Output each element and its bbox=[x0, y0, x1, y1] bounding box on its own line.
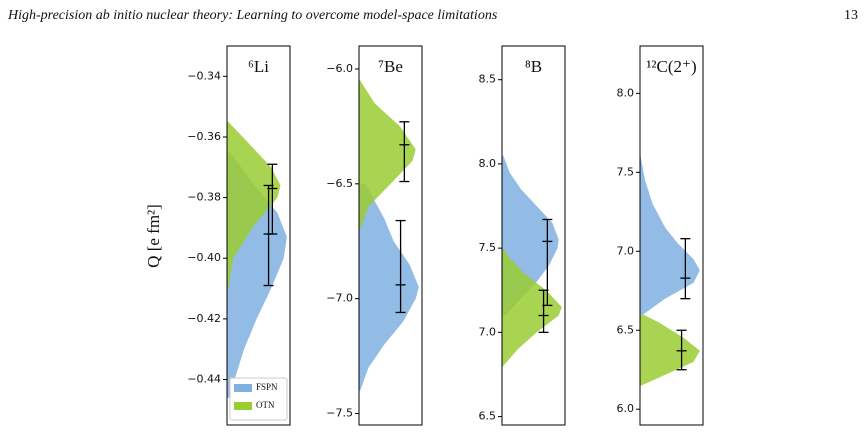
density-area bbox=[359, 183, 419, 391]
y-tick-label: −7.5 bbox=[326, 407, 353, 420]
y-tick-label: 7.5 bbox=[617, 165, 635, 178]
y-tick-label: 8.5 bbox=[479, 73, 497, 86]
panel-title: ⁸B bbox=[525, 57, 542, 76]
panel-title: ⁶Li bbox=[248, 57, 269, 76]
density-area bbox=[640, 314, 700, 386]
y-tick-label: −0.38 bbox=[187, 191, 221, 204]
y-tick-label: −0.34 bbox=[187, 69, 221, 82]
density-area bbox=[502, 248, 562, 367]
legend-label: FSPN bbox=[256, 382, 278, 392]
y-tick-label: −6.5 bbox=[326, 177, 353, 190]
y-tick-label: 6.5 bbox=[617, 323, 635, 336]
panel-title: ¹²C(2⁺) bbox=[646, 57, 696, 76]
y-tick-label: −0.42 bbox=[187, 312, 221, 325]
legend: FSPN OTN bbox=[229, 377, 288, 421]
panel-title: ⁷Be bbox=[378, 57, 403, 76]
density-area bbox=[227, 121, 281, 289]
panel-frame bbox=[358, 45, 423, 426]
y-tick-label: 6.0 bbox=[617, 402, 635, 415]
y-tick-label: 7.0 bbox=[479, 325, 497, 338]
y-tick-label: 8.0 bbox=[617, 86, 635, 99]
y-tick-label: 6.5 bbox=[479, 410, 497, 423]
legend-swatch bbox=[234, 384, 252, 392]
page-number: 13 bbox=[844, 8, 858, 23]
panel-frame bbox=[501, 45, 566, 426]
legend-label: OTN bbox=[256, 400, 275, 410]
density-area bbox=[359, 80, 416, 230]
y-tick-label: 7.5 bbox=[479, 241, 497, 254]
panel-frame bbox=[226, 45, 291, 426]
y-tick-label: −0.44 bbox=[187, 373, 221, 386]
y-tick-label: −0.40 bbox=[187, 251, 221, 264]
y-axis-label: Q [e fm²] bbox=[144, 204, 163, 268]
y-tick-label: −6.0 bbox=[326, 62, 353, 75]
y-tick-label: 7.0 bbox=[617, 244, 635, 257]
y-tick-label: −0.36 bbox=[187, 130, 221, 143]
density-area bbox=[640, 156, 700, 315]
header-title: High-precision ab initio nuclear theory:… bbox=[7, 8, 498, 23]
legend-swatch bbox=[234, 402, 252, 410]
panel-frame bbox=[639, 45, 704, 426]
y-tick-label: 8.0 bbox=[479, 157, 497, 170]
y-tick-label: −7.0 bbox=[326, 292, 353, 305]
